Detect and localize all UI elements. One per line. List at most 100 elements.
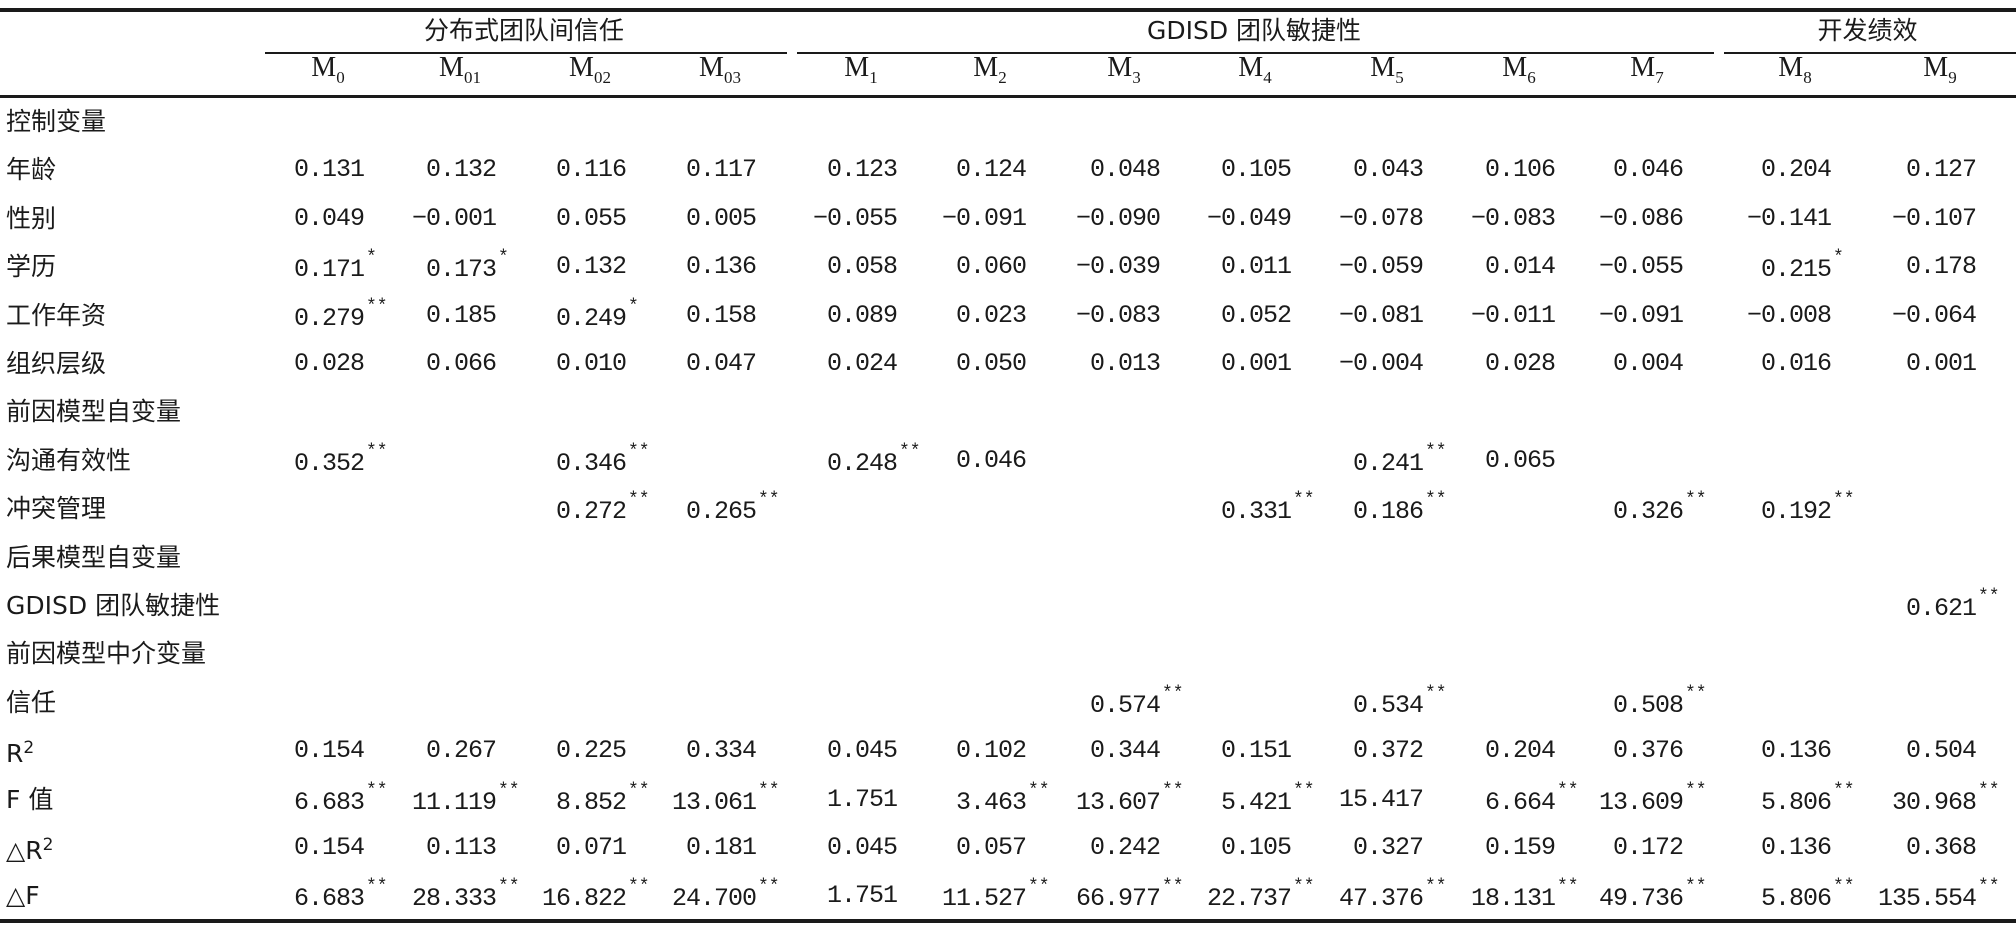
cell-value: 0.248 bbox=[826, 448, 898, 478]
cell-value: 0.055 bbox=[555, 203, 627, 233]
cell-value: 0.185 bbox=[425, 300, 497, 330]
cell-value: 0.242 bbox=[1089, 833, 1161, 862]
cell-value: 0.136 bbox=[1760, 833, 1832, 862]
cell-value: −0.081 bbox=[1338, 300, 1424, 330]
cell-value: −0.141 bbox=[1746, 203, 1832, 233]
model-name: M bbox=[1502, 52, 1528, 84]
cell-value: 0.014 bbox=[1484, 252, 1556, 282]
significance-marker: ** bbox=[1685, 780, 1707, 801]
row-label-text: 学历 bbox=[6, 252, 57, 282]
model-subscript: 2 bbox=[998, 67, 1007, 87]
model-subscript: 03 bbox=[723, 67, 741, 87]
row-label-text: F 值 bbox=[6, 784, 54, 814]
row-label-text: R bbox=[6, 739, 24, 769]
cell-value: 0.058 bbox=[826, 252, 898, 282]
model-subscript: 6 bbox=[1527, 67, 1536, 87]
cell-value: 0.154 bbox=[293, 736, 365, 766]
significance-marker: * bbox=[498, 248, 509, 269]
model-subscript: 1 bbox=[869, 67, 878, 87]
cell-value: 0.215 bbox=[1760, 255, 1832, 285]
cell-value: 0.071 bbox=[555, 833, 627, 862]
cell-value: 0.057 bbox=[955, 833, 1027, 862]
cell-value: 6.683 bbox=[293, 787, 365, 817]
cell-value: 0.089 bbox=[826, 300, 898, 330]
group-header: 分布式团队间信任 bbox=[423, 16, 625, 45]
cell-value: 0.043 bbox=[1352, 155, 1424, 185]
significance-marker: ** bbox=[1425, 877, 1447, 898]
cell-value: 0.171 bbox=[293, 255, 365, 285]
significance-marker: ** bbox=[758, 780, 780, 801]
cell-value: 0.158 bbox=[685, 300, 757, 330]
cell-value: 0.001 bbox=[1905, 349, 1977, 378]
significance-marker: ** bbox=[1162, 877, 1184, 898]
cell-value: 0.352 bbox=[293, 448, 365, 478]
model-header: M03 bbox=[699, 53, 741, 93]
cell-value: 0.124 bbox=[955, 155, 1027, 185]
cell-value: 0.172 bbox=[1612, 833, 1684, 862]
cell-value: 0.010 bbox=[555, 349, 627, 378]
row-label-text: 前因模型中介变量 bbox=[6, 639, 207, 669]
cell-value: 0.066 bbox=[425, 349, 497, 378]
cell-value: 135.554 bbox=[1877, 884, 1977, 914]
cell-value: 1.751 bbox=[826, 784, 898, 814]
row-label-superscript: 2 bbox=[23, 738, 35, 759]
row-label-text: 控制变量 bbox=[6, 107, 107, 136]
cell-value: 30.968 bbox=[1891, 787, 1977, 817]
cell-value: 0.105 bbox=[1220, 155, 1292, 185]
cell-value: −0.090 bbox=[1075, 203, 1161, 233]
cell-value: 13.609 bbox=[1598, 787, 1684, 817]
cell-value: 0.151 bbox=[1220, 736, 1292, 766]
row-label-text: 前因模型自变量 bbox=[6, 397, 182, 427]
cell-value: 0.028 bbox=[1484, 349, 1556, 378]
cell-value: 0.154 bbox=[293, 833, 365, 862]
cell-value: 0.127 bbox=[1905, 155, 1977, 185]
model-header: M5 bbox=[1370, 53, 1403, 93]
cell-value: −0.008 bbox=[1746, 300, 1832, 330]
model-name: M bbox=[1370, 52, 1396, 84]
model-name: M bbox=[1630, 52, 1656, 84]
cell-value: 0.013 bbox=[1089, 349, 1161, 378]
significance-marker: ** bbox=[366, 441, 388, 462]
cell-value: 5.421 bbox=[1220, 787, 1292, 817]
cell-value: 5.806 bbox=[1760, 884, 1832, 914]
row-label: △R2 bbox=[6, 830, 53, 866]
row-label-text: △R bbox=[6, 836, 43, 866]
significance-marker: * bbox=[628, 296, 639, 317]
cell-value: −0.001 bbox=[411, 203, 497, 233]
row-label: 工作年资 bbox=[6, 301, 106, 331]
cell-value: 0.181 bbox=[685, 833, 757, 862]
significance-marker: ** bbox=[1978, 587, 2000, 607]
significance-marker: ** bbox=[758, 877, 780, 898]
model-header: M6 bbox=[1502, 53, 1535, 93]
cell-value: 8.852 bbox=[555, 787, 627, 817]
significance-marker: * bbox=[366, 248, 377, 269]
cell-value: 11.119 bbox=[411, 787, 497, 817]
cell-value: 13.607 bbox=[1075, 787, 1161, 817]
cell-value: 0.117 bbox=[685, 155, 757, 185]
cell-value: −0.083 bbox=[1075, 300, 1161, 330]
significance-marker: ** bbox=[1978, 780, 2000, 801]
cell-value: 0.065 bbox=[1484, 445, 1556, 475]
model-name: M bbox=[1923, 52, 1949, 84]
significance-marker: ** bbox=[1685, 683, 1707, 704]
cell-value: 0.368 bbox=[1905, 833, 1977, 862]
bottom-rule bbox=[0, 919, 2016, 923]
cell-value: 0.574 bbox=[1089, 690, 1161, 720]
model-subscript: 01 bbox=[463, 67, 481, 87]
cell-value: 0.327 bbox=[1352, 833, 1424, 862]
cell-value: 0.344 bbox=[1089, 736, 1161, 766]
significance-marker: ** bbox=[1833, 490, 1855, 511]
cell-value: 0.131 bbox=[293, 155, 365, 185]
cell-value: 13.061 bbox=[671, 787, 757, 817]
group-header: 开发绩效 bbox=[1817, 16, 1918, 45]
significance-marker: ** bbox=[758, 490, 780, 511]
model-header: M02 bbox=[569, 53, 611, 93]
cell-value: 0.178 bbox=[1905, 252, 1977, 282]
cell-value: 6.664 bbox=[1484, 787, 1556, 817]
cell-value: 5.806 bbox=[1760, 787, 1832, 817]
cell-value: 0.504 bbox=[1905, 736, 1977, 766]
cell-value: −0.078 bbox=[1338, 203, 1424, 233]
significance-marker: ** bbox=[1293, 877, 1315, 898]
significance-marker: ** bbox=[628, 780, 650, 801]
row-label: R2 bbox=[6, 733, 34, 769]
